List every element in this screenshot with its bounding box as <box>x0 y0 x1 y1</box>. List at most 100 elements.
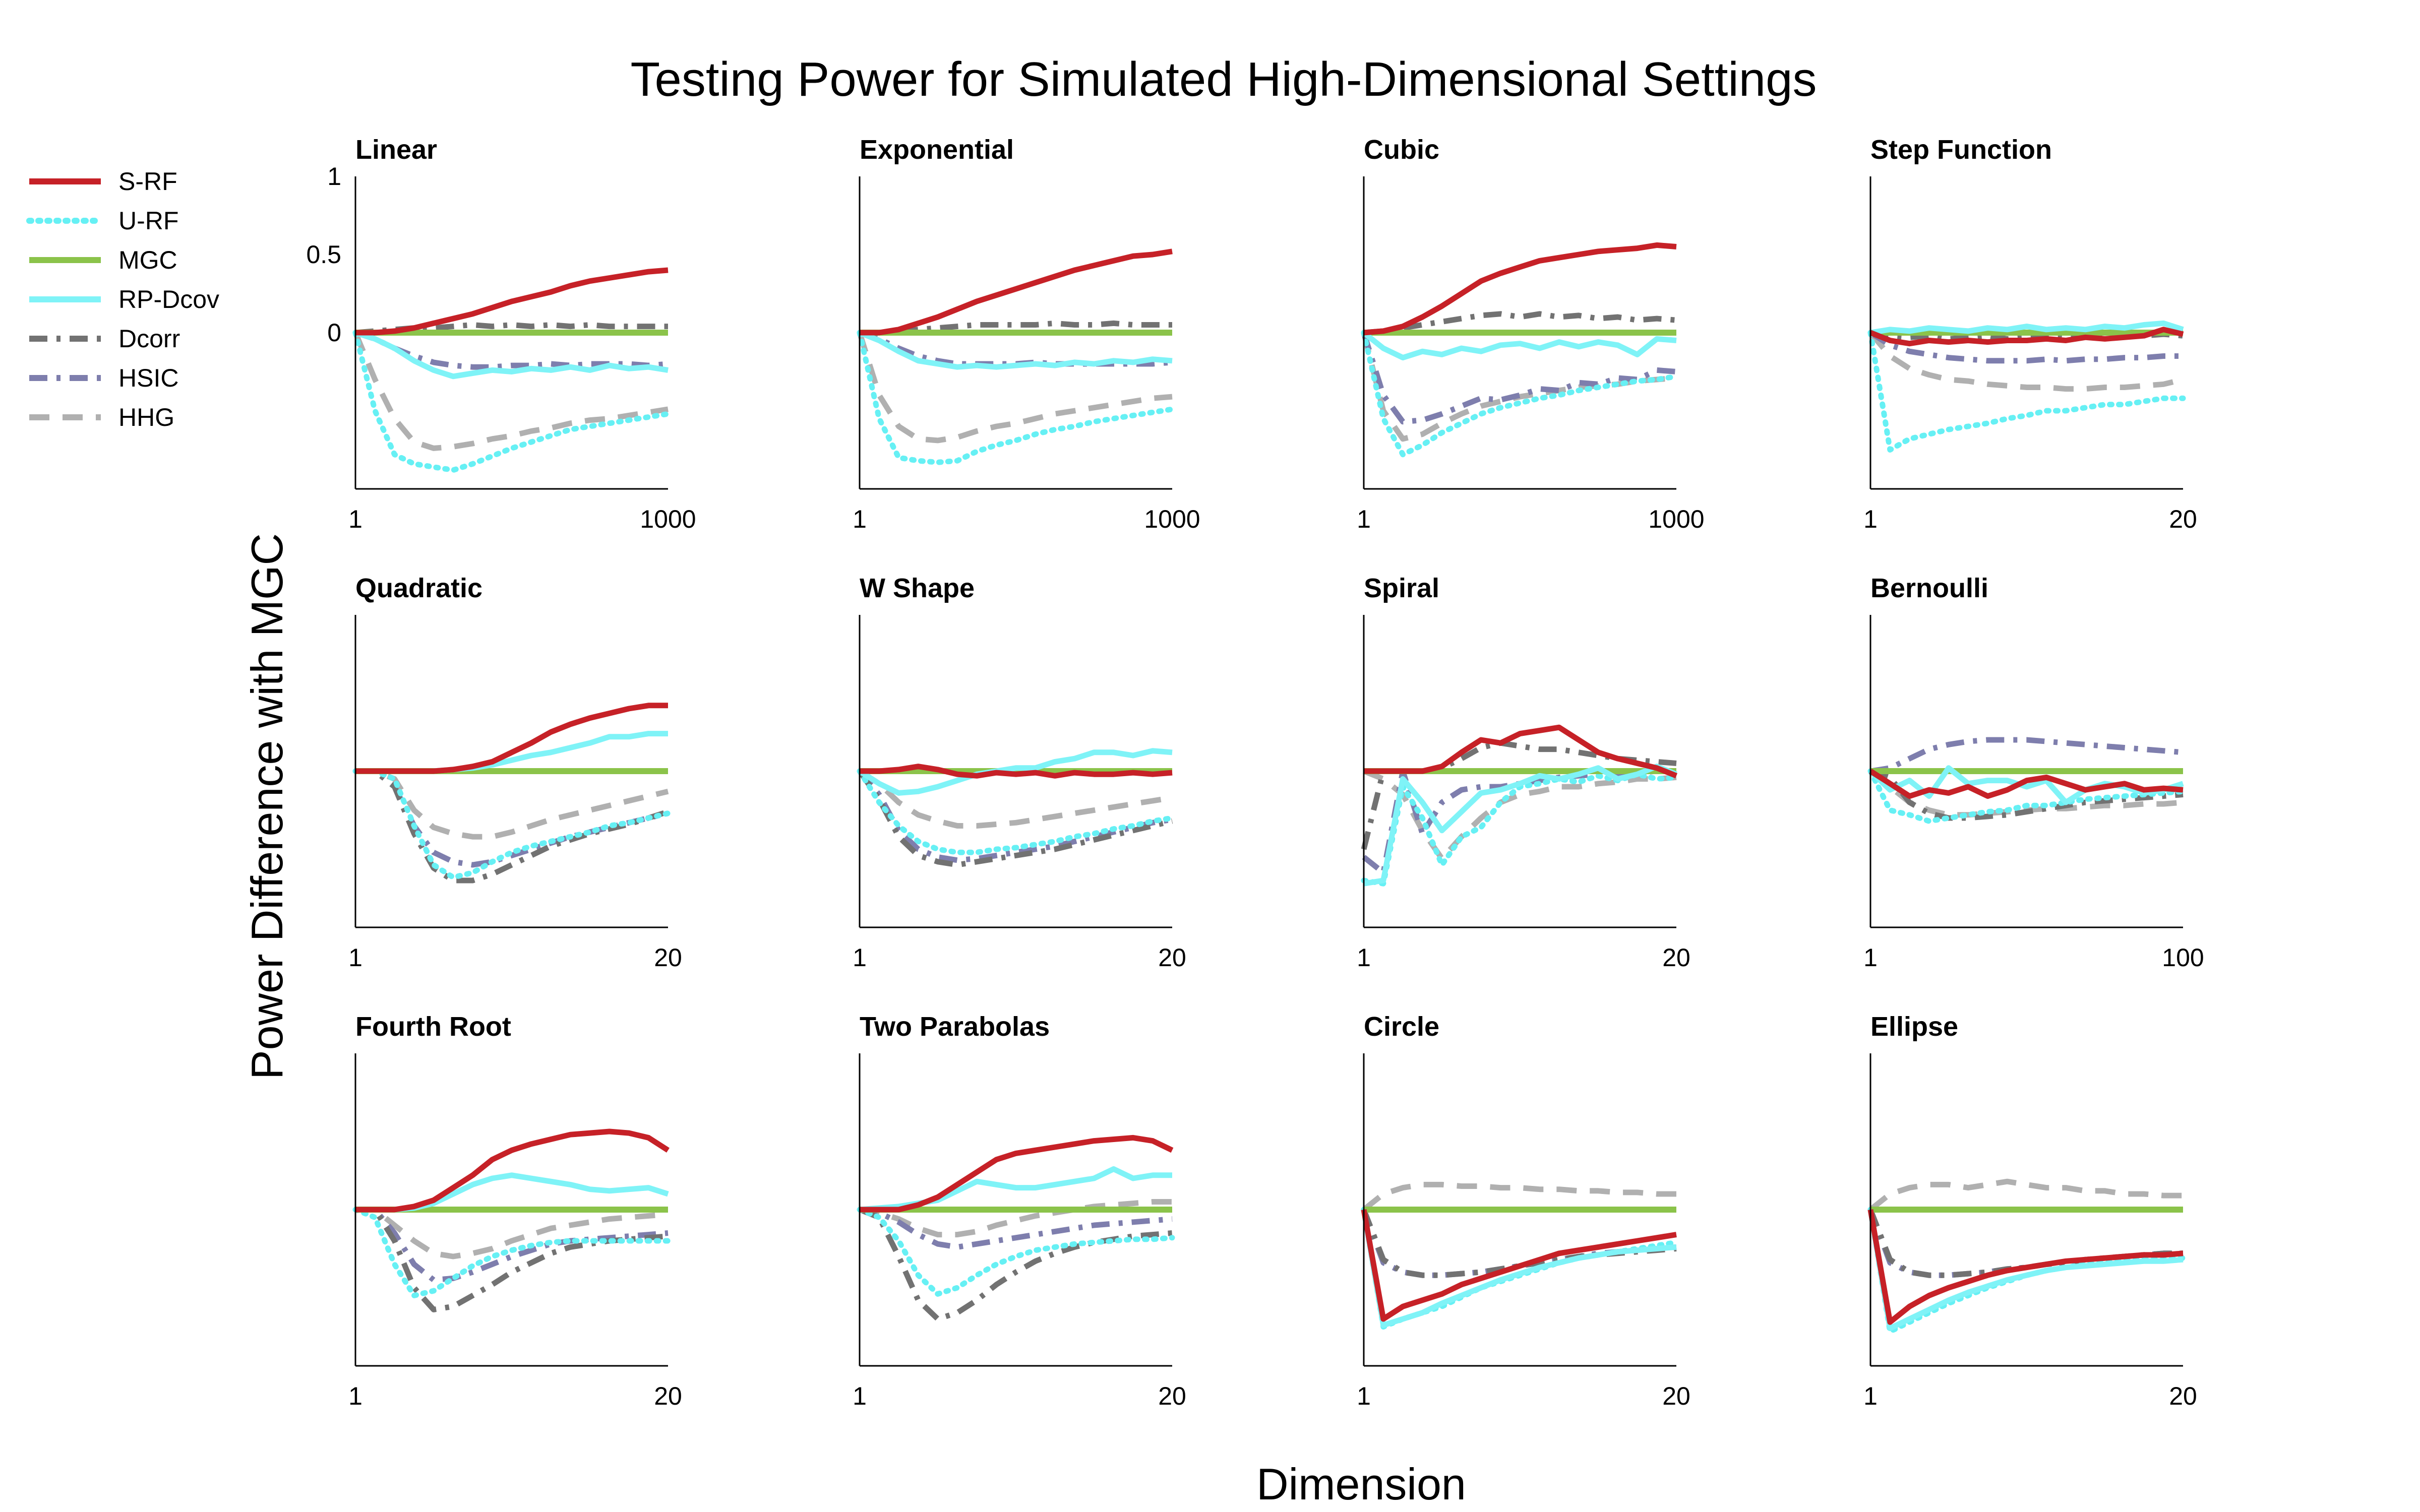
series-line-s-rf <box>355 267 669 336</box>
panel-step-function: Step Function 1 20 <box>1863 135 2197 533</box>
series-line-dcorr <box>1869 768 2184 821</box>
series-line-s-rf <box>860 1135 1174 1213</box>
series-line-rp-dcov <box>858 330 1173 370</box>
legend-label-u-rf: U-RF <box>118 207 178 235</box>
series-line-s-rf <box>860 764 1173 779</box>
y-tick-label: 0 <box>327 319 341 347</box>
chart-title: Testing Power for Simulated High-Dimensi… <box>630 52 1817 106</box>
series-line-s-rf <box>1869 327 2184 347</box>
series-line-hhg <box>1868 331 2184 392</box>
legend-label-hsic: HSIC <box>118 364 178 392</box>
panel-exponential: Exponential 1 1000 <box>853 135 1200 533</box>
series-line-dcorr <box>1363 311 1677 336</box>
x-tick-label: 1000 <box>1648 505 1704 533</box>
series-line-rp-dcov <box>858 748 1173 796</box>
series-line-rp-dcov <box>1867 1209 2184 1332</box>
series-line-rp-dcov <box>1362 330 1677 361</box>
legend-label-hhg: HHG <box>118 403 174 431</box>
series-line-s-rf <box>1363 242 1677 336</box>
series-line-hsic <box>859 1207 1173 1250</box>
panel-title: Step Function <box>1870 135 2052 165</box>
series-line-hsic <box>1869 330 2183 364</box>
x-tick-label: 1 <box>1357 943 1371 972</box>
series-line-s-rf <box>1364 724 1678 779</box>
series-line-hhg <box>352 331 669 451</box>
panel-title: Bernoulli <box>1870 573 1988 603</box>
series-line-hhg <box>355 768 669 840</box>
x-tick-label: 20 <box>2169 505 2197 533</box>
legend-label-rp-dcov: RP-Dcov <box>118 285 219 313</box>
panel-title: Linear <box>355 135 437 165</box>
series-line-s-rf <box>355 703 668 774</box>
panel-title: Spiral <box>1364 573 1439 603</box>
x-tick-label: 1 <box>853 505 867 533</box>
series-line-s-rf <box>1869 769 2184 799</box>
panel-ellipse: Ellipse 1 20 <box>1863 1012 2197 1410</box>
series-line-u-rf <box>857 1207 1175 1297</box>
panel-title: Quadratic <box>355 573 482 603</box>
x-tick-label: 1 <box>1863 1382 1878 1410</box>
legend-label-dcorr: Dcorr <box>118 325 180 353</box>
series-line-u-rf <box>857 768 1175 855</box>
x-tick-label: 1 <box>348 505 362 533</box>
x-tick-label: 1 <box>348 943 362 972</box>
series-line-rp-dcov <box>354 330 669 380</box>
panel-fourth-root: Fourth Root 1 20 <box>348 1012 682 1410</box>
series-line-dcorr <box>858 1207 1173 1322</box>
y-tick-label: 1 <box>327 162 341 191</box>
chart-panels: Linear 1 1000 1 0.5 0 Exponential 1 1000 Cubic 1 10… <box>306 135 2204 1410</box>
series-line-hsic <box>857 769 1173 863</box>
x-tick-label: 1 <box>853 1382 867 1410</box>
series-line-hhg <box>1868 1178 2183 1212</box>
series-line-hsic <box>355 768 669 868</box>
x-tick-label: 20 <box>1662 943 1690 972</box>
x-tick-label: 1 <box>853 943 867 972</box>
x-tick-label: 1000 <box>1144 505 1200 533</box>
panel-spiral: Spiral 1 20 <box>1357 573 1690 972</box>
x-tick-label: 1 <box>1863 505 1878 533</box>
legend-label-mgc: MGC <box>118 246 177 274</box>
series-line-hhg <box>1362 1181 1676 1212</box>
x-tick-label: 20 <box>654 1382 682 1410</box>
series-line-rp-dcov <box>1363 764 1678 887</box>
series-line-dcorr <box>857 769 1173 868</box>
series-line-u-rf <box>352 1207 671 1298</box>
series-line-dcorr <box>1870 330 2184 342</box>
series-line-s-rf <box>355 1128 670 1213</box>
series-line-hhg <box>857 332 1173 444</box>
panel-title: Two Parabolas <box>860 1012 1050 1042</box>
series-line-u-rf <box>857 330 1175 465</box>
panel-bernoulli: Bernoulli 1 100 <box>1863 573 2204 972</box>
series-line-dcorr <box>355 1207 669 1312</box>
panel-quadratic: Quadratic 1 20 <box>348 573 682 972</box>
x-axis-label: Dimension <box>1256 1459 1466 1509</box>
series-line-rp-dcov <box>1361 1209 1677 1328</box>
x-tick-label: 20 <box>1662 1382 1690 1410</box>
series-line-hhg <box>858 769 1173 829</box>
x-tick-label: 1 <box>1357 505 1371 533</box>
series-line-hsic <box>354 330 669 370</box>
panel-circle: Circle 1 20 <box>1357 1012 1690 1410</box>
legend-label-s-rf: S-RF <box>118 167 177 196</box>
panel-title: Circle <box>1364 1012 1439 1042</box>
x-tick-label: 100 <box>2162 943 2204 972</box>
panel-two-parabolas: Two Parabolas 1 20 <box>853 1012 1186 1410</box>
series-line-u-rf <box>1867 768 2186 824</box>
series-line-u-rf <box>1867 330 2186 453</box>
panel-linear: Linear 1 1000 1 0.5 0 <box>306 135 696 533</box>
series-line-u-rf <box>1361 330 1679 458</box>
panel-title: W Shape <box>860 573 975 603</box>
panel-title: Exponential <box>860 135 1014 165</box>
series-line-u-rf <box>352 768 671 880</box>
series-line-dcorr <box>355 768 669 884</box>
x-tick-label: 20 <box>1158 943 1186 972</box>
panel-title: Fourth Root <box>355 1012 511 1042</box>
x-tick-label: 1 <box>348 1382 362 1410</box>
x-tick-label: 1 <box>1863 943 1878 972</box>
y-tick-label: 0.5 <box>306 240 341 269</box>
series-line-hsic <box>1870 737 2184 774</box>
series-line-rp-dcov <box>355 1172 669 1213</box>
panel-cubic: Cubic 1 1000 <box>1357 135 1705 533</box>
x-tick-label: 1 <box>1357 1382 1371 1410</box>
